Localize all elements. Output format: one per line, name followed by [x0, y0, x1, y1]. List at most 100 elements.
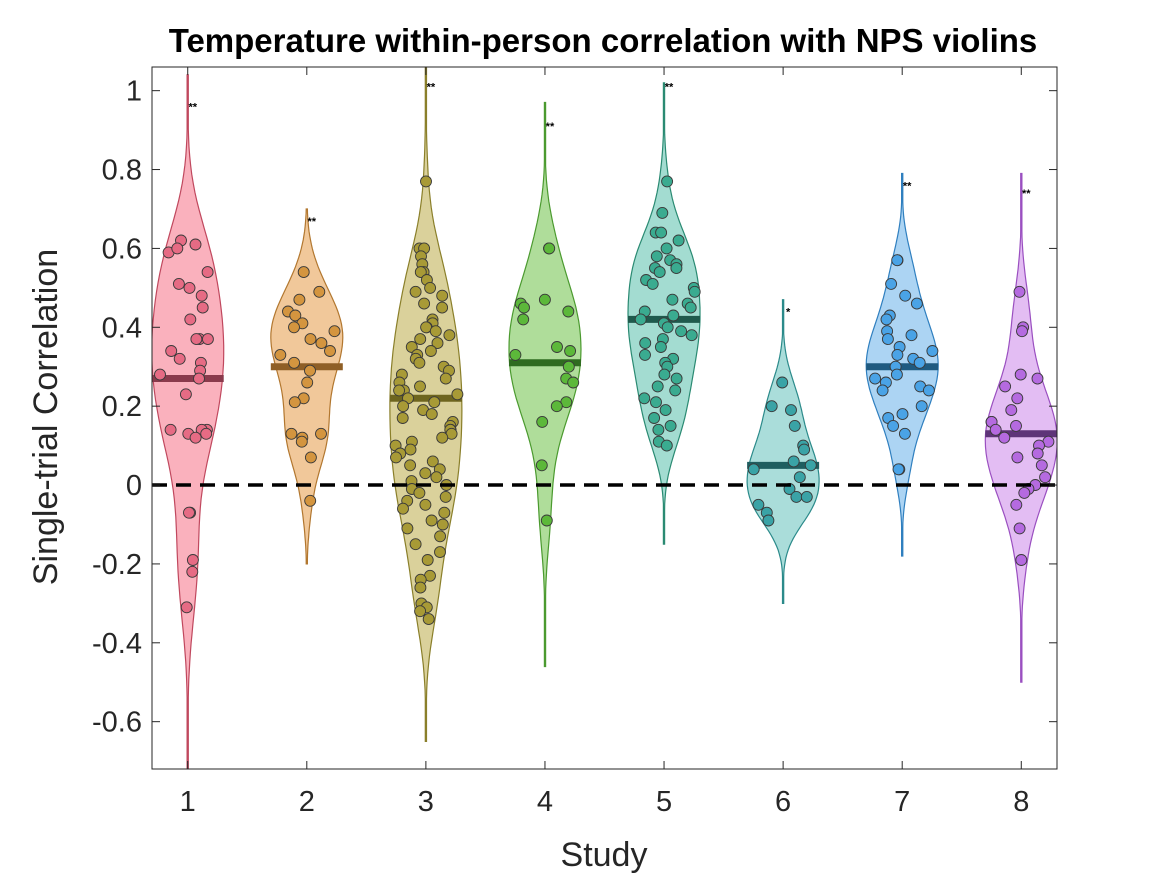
- data-point: [324, 345, 336, 357]
- y-tick-label: -0.4: [92, 628, 142, 660]
- data-point: [431, 337, 444, 350]
- data-point: [905, 329, 918, 342]
- data-point: [804, 459, 817, 472]
- violin-study-3: [389, 67, 463, 742]
- data-point: [315, 337, 328, 350]
- data-point: [661, 175, 674, 188]
- data-point: [666, 293, 679, 306]
- data-point: [562, 305, 575, 318]
- data-point: [288, 321, 300, 334]
- data-point: [304, 451, 317, 464]
- data-point: [154, 368, 166, 381]
- data-point: [425, 514, 438, 527]
- data-point: [915, 400, 928, 413]
- data-point: [1031, 372, 1044, 385]
- data-point: [451, 388, 464, 401]
- data-point: [301, 376, 314, 389]
- data-point: [675, 325, 688, 338]
- data-point: [1013, 285, 1026, 298]
- data-point: [891, 348, 904, 361]
- y-tick-label: -0.6: [92, 707, 142, 739]
- data-point: [186, 554, 199, 566]
- data-point: [274, 348, 287, 361]
- violin-study-5: [627, 82, 701, 545]
- x-tick-label: 3: [418, 786, 434, 818]
- data-point: [650, 250, 663, 263]
- significance-label-study-8: **: [1022, 188, 1031, 200]
- data-point: [876, 384, 889, 397]
- data-point: [887, 419, 900, 432]
- data-point: [183, 506, 195, 519]
- data-point: [913, 356, 926, 369]
- data-point: [425, 408, 438, 421]
- data-point: [898, 427, 911, 440]
- data-point: [684, 301, 697, 314]
- data-point: [201, 266, 214, 279]
- data-point: [639, 348, 651, 361]
- x-tick-label: 1: [180, 786, 196, 818]
- data-point: [999, 380, 1012, 393]
- data-point: [184, 313, 197, 326]
- data-point: [413, 356, 426, 369]
- y-tick-label: 0.2: [102, 391, 142, 423]
- data-point: [401, 522, 414, 535]
- data-point: [660, 439, 673, 452]
- data-point: [998, 431, 1011, 444]
- data-point: [638, 392, 651, 405]
- study-5-group: **: [627, 82, 701, 545]
- y-tick-label: 0: [126, 470, 142, 502]
- data-point: [562, 360, 575, 373]
- data-point: [550, 400, 563, 413]
- data-point: [634, 313, 647, 326]
- data-point: [289, 309, 302, 322]
- x-tick-label: 5: [656, 786, 672, 818]
- data-point: [171, 242, 184, 255]
- data-point: [180, 601, 193, 614]
- data-point: [670, 372, 683, 385]
- data-point: [1005, 404, 1018, 417]
- data-point: [658, 368, 671, 381]
- data-point: [189, 238, 202, 251]
- data-point: [685, 329, 698, 342]
- data-point: [421, 554, 434, 566]
- data-point: [315, 427, 327, 440]
- data-point: [667, 309, 680, 322]
- data-point: [304, 364, 316, 377]
- violin-study-6: [746, 299, 820, 604]
- data-point: [650, 396, 662, 409]
- study-7-group: **: [865, 172, 939, 557]
- data-point: [413, 486, 426, 499]
- x-axis-label: Study: [561, 836, 648, 874]
- x-tick-label: 7: [894, 786, 910, 818]
- data-point: [414, 333, 427, 346]
- y-tick-label: 0.8: [102, 155, 142, 187]
- y-tick-label: -0.2: [92, 549, 142, 581]
- data-point: [429, 325, 442, 338]
- data-point: [540, 514, 553, 527]
- data-point: [439, 372, 452, 385]
- data-point: [404, 459, 417, 472]
- data-point: [414, 581, 427, 594]
- data-point: [189, 431, 202, 444]
- data-point: [1011, 451, 1024, 464]
- significance-label-study-6: *: [786, 306, 791, 318]
- data-point: [787, 455, 800, 468]
- data-point: [881, 333, 894, 346]
- data-point: [297, 266, 310, 279]
- significance-label-study-4: **: [546, 121, 555, 133]
- data-point: [509, 348, 522, 361]
- study-8-group: **: [984, 172, 1057, 683]
- data-point: [414, 605, 427, 618]
- study-4-group: **: [508, 101, 582, 668]
- data-point: [785, 404, 797, 417]
- data-point: [1014, 368, 1027, 381]
- data-point: [922, 384, 935, 397]
- data-point: [426, 455, 439, 468]
- data-point: [422, 613, 435, 626]
- data-point: [655, 226, 668, 239]
- data-point: [672, 234, 685, 247]
- study-1-group: **: [152, 74, 225, 769]
- data-point: [414, 380, 426, 393]
- data-point: [434, 546, 446, 559]
- data-point: [989, 423, 1002, 436]
